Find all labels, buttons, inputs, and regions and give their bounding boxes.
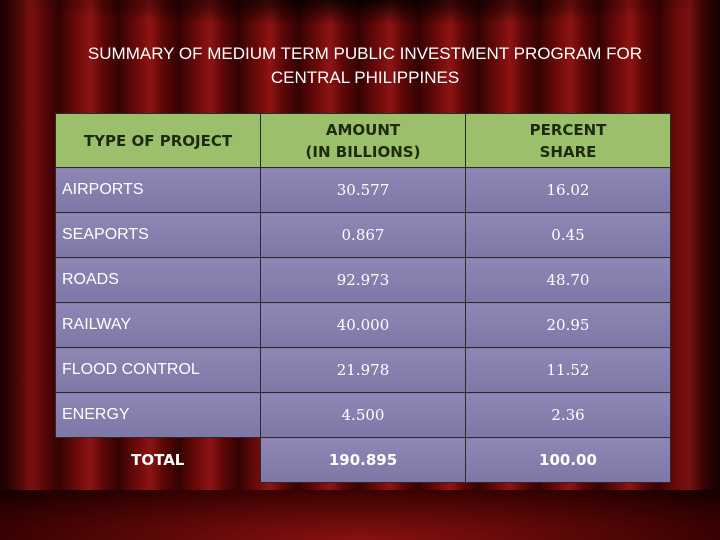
project-type-cell: SEAPORTS — [55, 212, 261, 258]
header-share-label: PERCENT SHARE — [529, 120, 607, 161]
header-type-label: TYPE OF PROJECT — [83, 131, 233, 150]
share-cell: 11.52 — [465, 347, 671, 393]
share-cell: 20.95 — [465, 302, 671, 348]
amount-cell: 21.978 — [260, 347, 466, 393]
share-cell: 48.70 — [465, 257, 671, 303]
project-type-cell: FLOOD CONTROL — [55, 347, 261, 393]
project-type-cell: RAILWAY — [55, 302, 261, 348]
amount-cell: 0.867 — [260, 212, 466, 258]
share-cell: 0.45 — [465, 212, 671, 258]
share-cell: 16.02 — [465, 167, 671, 213]
table-header-row: TYPE OF PROJECT AMOUNT (IN BILLIONS) PER… — [55, 113, 671, 168]
amount-cell: 92.973 — [260, 257, 466, 303]
header-amount: AMOUNT (IN BILLIONS) — [260, 113, 466, 168]
amount-cell: 4.500 — [260, 392, 466, 438]
table-row: FLOOD CONTROL 21.978 11.52 — [55, 347, 671, 393]
curtain-top-shadow — [0, 0, 720, 26]
table-row: ROADS 92.973 48.70 — [55, 257, 671, 303]
table-row: SEAPORTS 0.867 0.45 — [55, 212, 671, 258]
project-type-cell: ENERGY — [55, 392, 261, 438]
share-cell: 2.36 — [465, 392, 671, 438]
table-row: ENERGY 4.500 2.36 — [55, 392, 671, 438]
total-amount: 190.895 — [260, 437, 466, 483]
table-row: RAILWAY 40.000 20.95 — [55, 302, 671, 348]
table-total-row: TOTAL 190.895 100.00 — [56, 437, 671, 483]
total-label: TOTAL — [131, 451, 185, 470]
total-share: 100.00 — [465, 437, 671, 483]
amount-cell: 30.577 — [260, 167, 466, 213]
header-percent-share: PERCENT SHARE — [465, 113, 671, 168]
slide-title: SUMMARY OF MEDIUM TERM PUBLIC INVESTMENT… — [87, 44, 643, 87]
stage-floor — [0, 490, 720, 540]
header-amount-label: AMOUNT (IN BILLIONS) — [305, 120, 421, 161]
header-type-of-project: TYPE OF PROJECT — [55, 113, 261, 168]
amount-cell: 40.000 — [260, 302, 466, 348]
project-type-cell: ROADS — [55, 257, 261, 303]
table-row: AIRPORTS 30.577 16.02 — [55, 167, 671, 213]
project-type-cell: AIRPORTS — [55, 167, 261, 213]
investment-table: TYPE OF PROJECT AMOUNT (IN BILLIONS) PER… — [55, 113, 671, 483]
